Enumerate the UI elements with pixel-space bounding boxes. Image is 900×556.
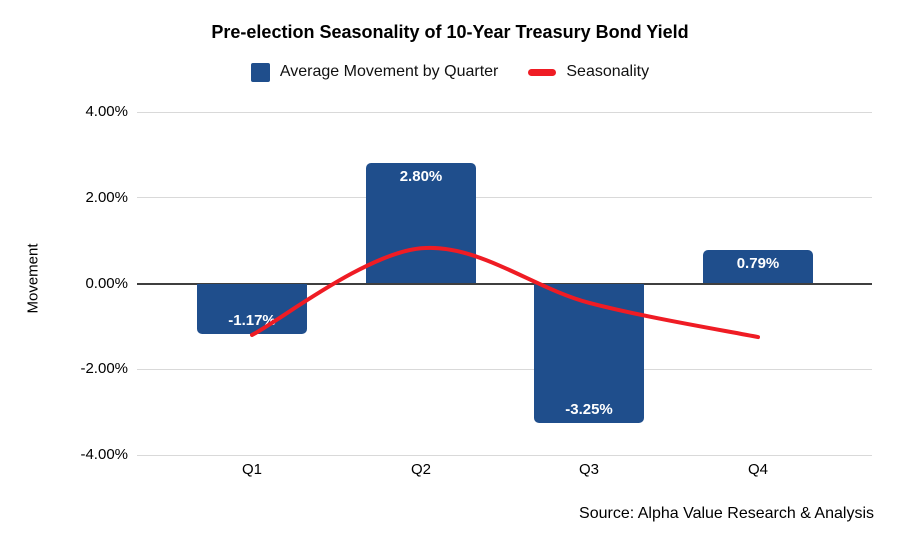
bar-data-label: -3.25%	[565, 400, 613, 418]
y-tick-label: 4.00%	[85, 103, 128, 120]
legend-label: Average Movement by Quarter	[279, 63, 499, 80]
chart-legend: Average Movement by Quarter Seasonality	[0, 60, 900, 84]
chart-title: Pre-election Seasonality of 10-Year Trea…	[211, 22, 689, 42]
bar-data-label: 0.79%	[736, 254, 780, 272]
bar-q2: 2.80%	[366, 163, 476, 284]
source-note: Source: Alpha Value Research & Analysis	[579, 505, 874, 522]
y-tick-label: 0.00%	[85, 274, 128, 292]
bar-series-swatch-icon	[250, 62, 270, 82]
y-tick-label: 2.00%	[85, 188, 128, 206]
x-tick-label-q1: Q1	[241, 461, 262, 478]
bar-data-label: 2.80%	[399, 168, 443, 186]
legend-item-line-series: Seasonality	[528, 63, 649, 81]
x-tick-label-q2: Q2	[410, 461, 431, 478]
bar-q4: 0.79%	[703, 249, 813, 284]
legend-item-bar-series: Average Movement by Quarter	[250, 62, 499, 82]
bar-q3: -3.25%	[534, 283, 644, 423]
plot-area: -1.17% 2.80% -3.25% 0.79%	[137, 111, 872, 456]
gridline	[137, 197, 872, 199]
y-axis-title: Movement	[24, 243, 42, 314]
y-tick-label: -4.00%	[80, 446, 128, 463]
gridline	[137, 368, 872, 370]
y-tick-label: -2.00%	[80, 360, 128, 378]
bar-q1: -1.17%	[197, 283, 307, 334]
x-tick-label-q4: Q4	[747, 461, 768, 478]
gridline	[137, 454, 872, 456]
line-series-swatch-icon	[528, 68, 557, 76]
legend-label: Seasonality	[566, 63, 650, 80]
gridline	[137, 111, 872, 113]
x-tick-label-q3: Q3	[578, 461, 599, 478]
bar-data-label: -1.17%	[228, 311, 276, 329]
